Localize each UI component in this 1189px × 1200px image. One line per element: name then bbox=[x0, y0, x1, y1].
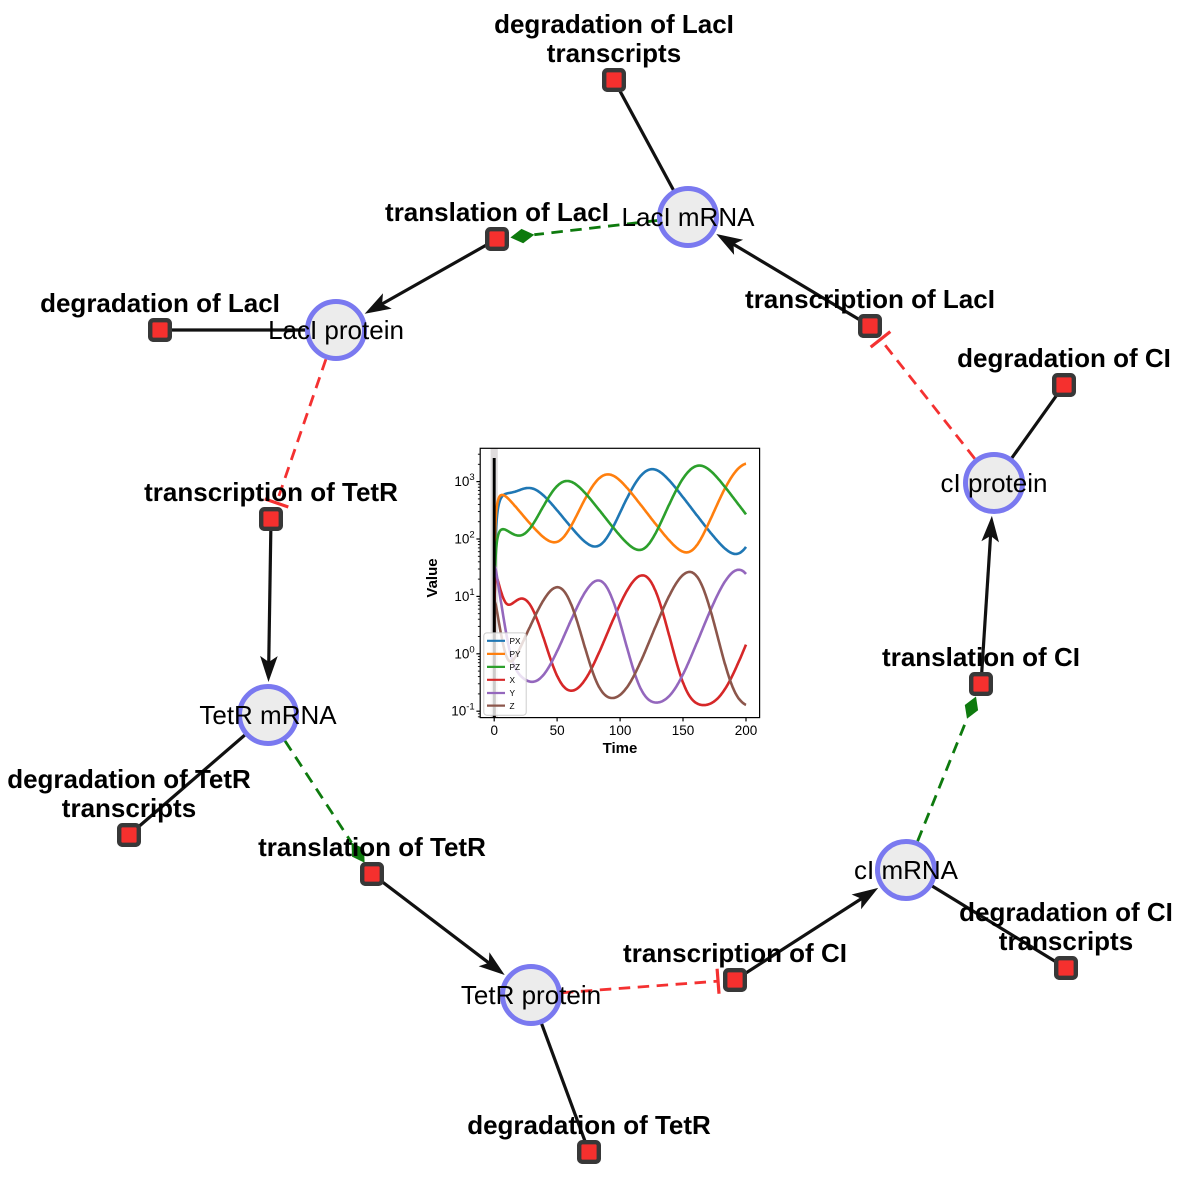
svg-text:transcription of LacI: transcription of LacI bbox=[745, 284, 995, 314]
svg-text:Y: Y bbox=[510, 688, 516, 698]
svg-text:PX: PX bbox=[510, 636, 522, 646]
svg-text:100: 100 bbox=[454, 644, 474, 661]
svg-text:transcripts: transcripts bbox=[547, 38, 681, 68]
svg-text:cI protein: cI protein bbox=[941, 468, 1048, 498]
svg-text:cI mRNA: cI mRNA bbox=[854, 855, 959, 885]
svg-text:transcripts: transcripts bbox=[62, 793, 196, 823]
svg-text:Z: Z bbox=[510, 701, 515, 711]
svg-text:degradation of LacI: degradation of LacI bbox=[494, 9, 734, 39]
svg-text:X: X bbox=[510, 675, 516, 685]
svg-text:101: 101 bbox=[454, 587, 474, 604]
svg-text:Time: Time bbox=[603, 740, 638, 757]
svg-text:degradation of TetR: degradation of TetR bbox=[7, 764, 251, 794]
svg-text:transcription of CI: transcription of CI bbox=[623, 938, 847, 968]
svg-text:translation of CI: translation of CI bbox=[882, 642, 1080, 672]
svg-text:Value: Value bbox=[424, 558, 441, 597]
svg-text:transcripts: transcripts bbox=[999, 926, 1133, 956]
svg-text:degradation of LacI: degradation of LacI bbox=[40, 288, 280, 318]
svg-text:degradation of TetR: degradation of TetR bbox=[467, 1110, 711, 1140]
svg-text:TetR protein: TetR protein bbox=[461, 980, 601, 1010]
svg-text:102: 102 bbox=[454, 530, 474, 547]
svg-text:degradation of CI: degradation of CI bbox=[959, 897, 1173, 927]
svg-text:PY: PY bbox=[510, 649, 522, 659]
svg-text:translation of LacI: translation of LacI bbox=[385, 197, 609, 227]
svg-text:PZ: PZ bbox=[510, 662, 521, 672]
svg-text:150: 150 bbox=[672, 723, 695, 738]
svg-text:100: 100 bbox=[609, 723, 632, 738]
svg-text:200: 200 bbox=[735, 723, 758, 738]
svg-text:translation of TetR: translation of TetR bbox=[258, 832, 486, 862]
svg-text:LacI protein: LacI protein bbox=[268, 315, 404, 345]
svg-text:LacI mRNA: LacI mRNA bbox=[622, 202, 756, 232]
svg-text:0: 0 bbox=[490, 723, 498, 738]
svg-text:TetR mRNA: TetR mRNA bbox=[199, 700, 337, 730]
svg-text:50: 50 bbox=[550, 723, 565, 738]
svg-text:103: 103 bbox=[454, 472, 474, 489]
svg-text:transcription of TetR: transcription of TetR bbox=[144, 477, 398, 507]
svg-text:10-1: 10-1 bbox=[451, 702, 474, 719]
svg-text:degradation of CI: degradation of CI bbox=[957, 343, 1171, 373]
